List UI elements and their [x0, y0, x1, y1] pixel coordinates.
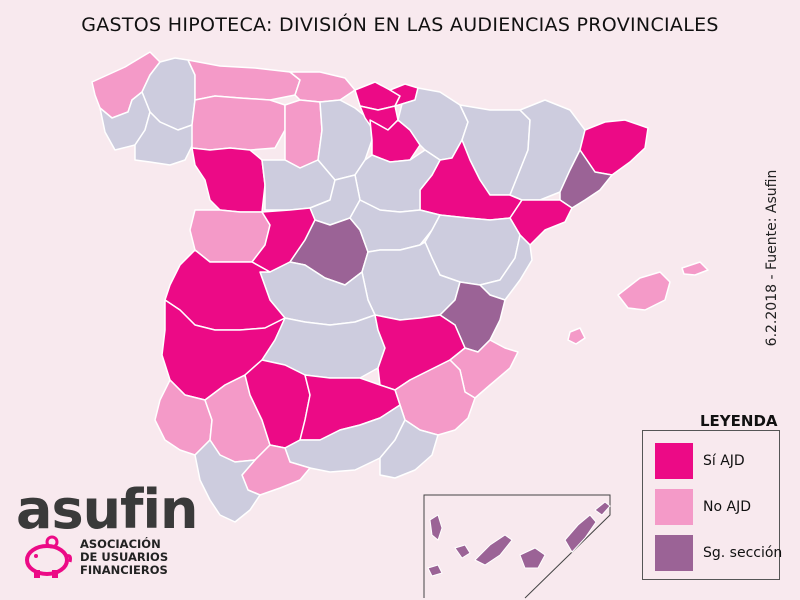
canarias-island-la-palma[interactable]	[429, 514, 443, 541]
asufin-logo-subtitle: ASOCIACIÓN DE USUARIOS FINANCIEROS	[80, 538, 210, 577]
province-cantabria[interactable]	[289, 71, 356, 103]
logo-line-1: ASOCIACIÓN	[80, 537, 161, 551]
logo-line-3: FINANCIEROS	[80, 563, 168, 577]
province-illes-balears-menorca[interactable]	[681, 261, 709, 276]
date-source-note: 6.2.2018 - Fuente: Asufin	[764, 169, 780, 347]
province-cadiz[interactable]	[194, 439, 261, 523]
legend-item-sg-seccion: Sg. sección	[655, 535, 782, 571]
canarias-island-tenerife[interactable]	[474, 534, 513, 566]
canarias-island-el-hierro[interactable]	[427, 564, 443, 577]
legend-label-si-ajd: Sí AJD	[703, 453, 745, 469]
province-illes-balears[interactable]	[617, 271, 671, 311]
province-castellon[interactable]	[479, 234, 533, 301]
province-la-rioja[interactable]	[369, 119, 421, 163]
province-barcelona[interactable]	[559, 149, 613, 209]
legend-swatch-no-ajd	[655, 489, 693, 525]
legend-title: LEYENDA	[700, 412, 778, 430]
canarias-island-fuerteventura[interactable]	[564, 514, 597, 553]
legend-swatch-si-ajd	[655, 443, 693, 479]
province-zamora[interactable]	[191, 147, 266, 213]
province-lleida[interactable]	[509, 99, 586, 201]
province-illes-balears-ibiza[interactable]	[567, 327, 586, 345]
province-tarragona[interactable]	[509, 199, 573, 246]
province-almeria[interactable]	[379, 419, 439, 479]
legend-box: Sí AJD No AJD Sg. sección	[642, 430, 782, 580]
legend-item-si-ajd: Sí AJD	[655, 443, 745, 479]
legend-label-no-ajd: No AJD	[703, 499, 751, 515]
canarias-island-lanzarote[interactable]	[594, 501, 611, 516]
legend-swatch-sg-seccion	[655, 535, 693, 571]
legend-label-sg-seccion: Sg. sección	[703, 545, 783, 561]
canarias-inset	[423, 494, 611, 599]
map-title: GASTOS HIPOTECA: DIVISIÓN EN LAS AUDIENC…	[81, 14, 719, 36]
province-leon[interactable]	[191, 95, 286, 151]
province-asturias[interactable]	[187, 59, 301, 101]
canarias-island-la-gomera[interactable]	[454, 544, 471, 559]
province-palencia[interactable]	[284, 99, 323, 169]
canarias-island-gran-canaria[interactable]	[519, 547, 546, 569]
logo-line-2: DE USUARIOS	[80, 550, 169, 564]
legend-item-no-ajd: No AJD	[655, 489, 751, 525]
piggy-bank-icon	[25, 535, 72, 578]
asufin-logo-wordmark: asufin	[16, 478, 198, 541]
